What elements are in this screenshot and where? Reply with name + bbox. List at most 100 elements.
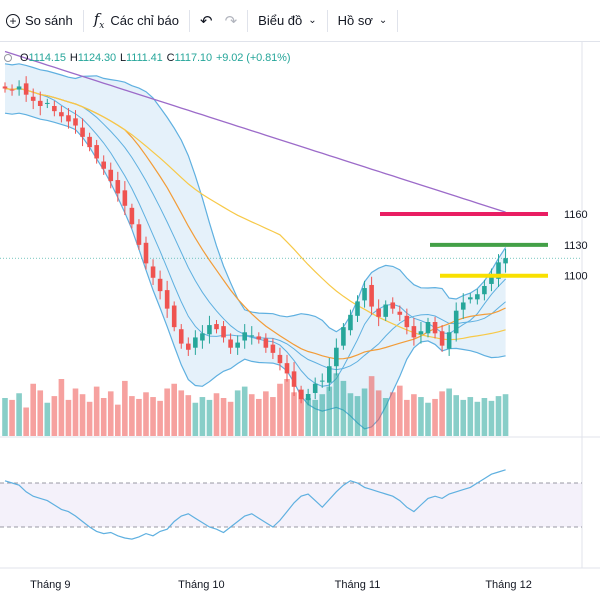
indicators-button[interactable]: fx Các chỉ báo [88,5,185,37]
level-label: 1130 [564,240,588,252]
level-label: 1160 [564,209,588,221]
volume-bar [30,383,36,436]
chevron-down-icon: ⌄ [378,15,388,26]
candle-body [9,89,15,91]
candle-body [411,326,417,338]
close-value: 1117.10 [174,52,213,64]
volume-bar [72,388,79,436]
candle-body [37,100,43,106]
candle-body [489,275,494,284]
candle-body [157,278,163,292]
candle-body [207,325,212,335]
volume-bar [256,398,262,436]
volume-bar [432,398,438,436]
candle-body [45,102,50,104]
volume-bar [178,390,185,436]
volume-bar [425,402,431,436]
close-label: C [166,52,175,64]
profile-menu-button[interactable]: Hồ sơ ⌄ [332,5,394,37]
candle-body [390,302,396,309]
candle-body [94,145,99,159]
toolbar-divider [189,9,190,32]
volume-bar [107,391,114,436]
candle-body [348,314,353,331]
volume-bar [291,392,297,436]
candle-body [200,333,205,341]
volume-bar [206,399,213,436]
redo-button[interactable]: ↷ [219,5,244,37]
candle-body [277,354,283,364]
candle-body [228,339,233,348]
volume-bar [326,386,333,436]
volume-bar [502,394,509,436]
volume-bar [115,404,121,436]
candle-body [171,305,177,328]
candle-body [503,258,508,264]
volume-bar [354,396,361,436]
volume-bar [439,391,445,436]
chart-menu-button[interactable]: Biểu đồ ⌄ [252,5,322,37]
chart-menu-label: Biểu đồ [258,13,303,28]
volume-bar [404,399,410,436]
candle-body [376,308,381,317]
rsi-line [4,469,506,540]
volume-bar [411,394,417,436]
volume-bar [185,395,192,436]
candle-body [73,118,78,126]
volume-bar [23,407,29,436]
compare-button[interactable]: + So sánh [0,5,79,37]
volume-bar [312,399,318,436]
candle-body [334,347,339,367]
candle-body [52,106,57,112]
volume-bar [284,379,290,436]
ohlc-legend: O 1114.15 H 1124.30 L 1111.41 C 1117.10 … [4,52,294,64]
high-value: 1124.30 [77,52,117,64]
high-label: H [69,52,78,64]
volume-bar [150,397,156,436]
series-visibility-icon[interactable] [4,54,12,62]
candle-body [136,224,142,245]
candle-body [186,343,191,350]
rsi-band-fill [0,483,582,527]
volume-bar [319,394,326,436]
volume-bar [397,385,403,436]
candle-body [214,324,219,330]
volume-bar [382,398,389,436]
toolbar: + So sánh fx Các chỉ báo ↶ ↷ Biểu đồ ⌄ H… [0,0,600,42]
volume-bar [333,373,340,436]
time-axis-label: Tháng 10 [178,579,224,591]
candle-body [108,169,114,182]
candle-body [221,326,226,338]
ma-short-line [4,87,506,387]
bollinger-lower-line [4,112,506,430]
candle-body [23,83,29,95]
volume-bar [234,390,241,436]
candle-body [446,332,452,349]
candle-body [432,322,438,334]
candle-body [87,136,92,148]
candle-body [312,383,318,393]
volume-bar [16,393,22,436]
candle-body [362,288,367,301]
volume-bar [157,400,163,436]
volume-bar [467,397,474,436]
candle-body [439,331,445,346]
candle-body [193,337,198,348]
volume-bar [51,396,58,436]
candle-body [482,286,487,295]
undo-icon: ↶ [200,12,213,30]
volume-bar [86,401,93,436]
candle-body [397,311,403,315]
candle-body [101,161,106,169]
volume-bar [270,397,276,436]
low-value: 1111.41 [126,52,163,64]
candle-body [291,371,297,387]
candle-body [66,115,71,122]
candle-body [235,342,240,348]
volume-bar [100,398,107,436]
candle-body [122,190,128,206]
undo-button[interactable]: ↶ [194,5,219,37]
change-value: +9.02 (+0.81%) [215,52,291,64]
candle-body [270,344,276,353]
